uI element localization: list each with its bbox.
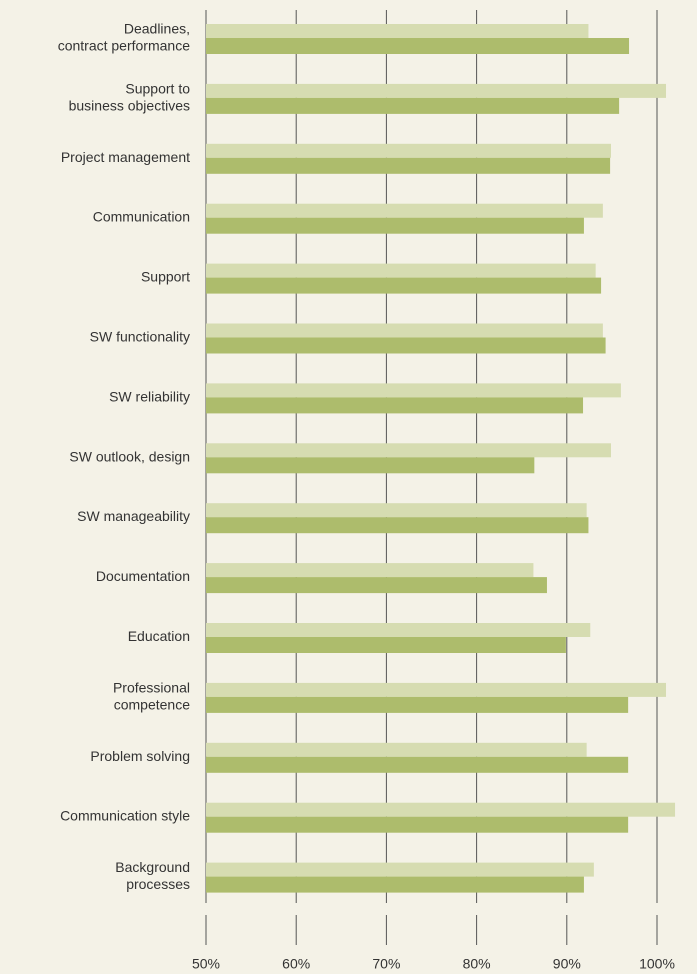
bar <box>206 217 584 234</box>
bar <box>206 457 535 474</box>
category-label-line: SW reliability <box>109 388 190 404</box>
category-label-line: Communication style <box>60 807 190 823</box>
bar <box>206 83 667 98</box>
category-label-line: SW outlook, design <box>69 448 190 464</box>
x-tick-label: 50% <box>192 956 220 972</box>
bar <box>206 637 566 653</box>
bar <box>206 97 620 114</box>
bar <box>206 397 584 414</box>
bar <box>206 38 630 54</box>
bar <box>206 742 587 757</box>
bar <box>206 756 629 773</box>
category-label-line: Deadlines, <box>124 20 190 36</box>
bar <box>206 157 611 174</box>
category-label-line: Support <box>141 268 190 284</box>
x-tick-label: 90% <box>553 956 581 972</box>
bar <box>206 277 602 294</box>
category-label-line: processes <box>126 876 190 892</box>
bar <box>206 263 596 278</box>
bar <box>206 682 667 697</box>
x-tick-label: 100% <box>639 956 675 972</box>
bar <box>206 443 611 458</box>
category-label-line: Documentation <box>96 568 190 584</box>
category-label-line: Support to <box>125 80 190 96</box>
category-label-line: competence <box>114 696 190 712</box>
category-label-line: Education <box>128 628 190 644</box>
bar <box>206 24 589 38</box>
bar <box>206 503 587 518</box>
category-label-line: Professional <box>113 679 190 695</box>
x-tick-label: 60% <box>282 956 310 972</box>
category-label: Problem solving <box>90 748 190 764</box>
bar <box>206 876 584 893</box>
category-label: Support to business objectives <box>69 80 191 113</box>
category-label: Communication style <box>60 807 190 823</box>
bar <box>206 563 534 578</box>
category-label: SW manageability <box>77 508 190 524</box>
category-label-line: Background <box>115 859 190 875</box>
bar <box>206 577 547 594</box>
category-label: Documentation <box>96 568 190 584</box>
bar <box>206 337 606 354</box>
category-label-line: SW functionality <box>90 328 190 344</box>
category-label: Project management <box>61 149 190 165</box>
bar <box>206 143 611 158</box>
category-label: Education <box>128 628 190 644</box>
category-label: Support <box>141 268 190 284</box>
category-label: Background processes <box>115 859 190 892</box>
bar <box>206 802 676 817</box>
category-label: Professional competence <box>113 679 190 712</box>
bar <box>206 696 629 713</box>
category-label-line: SW manageability <box>77 508 190 524</box>
category-label: Communication <box>93 208 190 224</box>
bar <box>206 623 591 637</box>
bar <box>206 517 589 534</box>
x-tick-label: 70% <box>372 956 400 972</box>
x-tick-label: 80% <box>463 956 491 972</box>
category-label: SW functionality <box>90 328 190 344</box>
bar <box>206 816 629 833</box>
bar <box>206 383 621 398</box>
category-label: SW reliability <box>109 388 190 404</box>
category-label: Deadlines, contract performance <box>58 20 190 53</box>
bar <box>206 203 603 218</box>
bar <box>206 862 594 877</box>
category-label-line: Project management <box>61 149 190 165</box>
category-label-line: Communication <box>93 208 190 224</box>
category-label-line: contract performance <box>58 37 190 53</box>
bar <box>206 323 603 338</box>
category-label-line: business objectives <box>69 97 190 113</box>
category-label-line: Problem solving <box>90 748 190 764</box>
category-label: SW outlook, design <box>69 448 190 464</box>
